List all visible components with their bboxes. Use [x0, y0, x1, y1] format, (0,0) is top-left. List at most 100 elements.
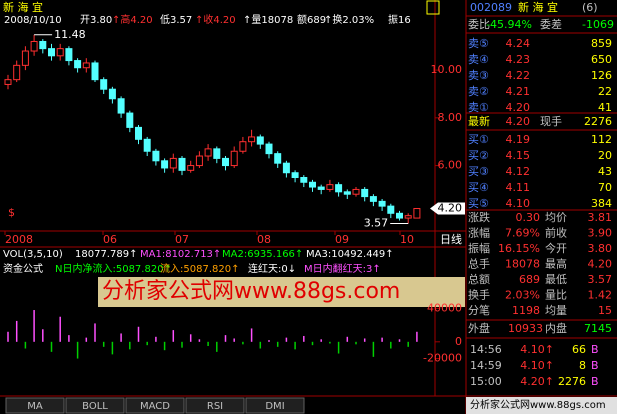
y-tick-label: 6.00	[438, 159, 463, 172]
candle-body	[291, 172, 299, 179]
quote-cell: 4.22	[506, 69, 531, 82]
x-tick-label: 08	[257, 233, 271, 246]
info-item: 额689	[297, 13, 326, 26]
volume-legend: 18077.789↑	[75, 249, 137, 260]
x-tick-label: 06	[103, 233, 117, 246]
quote-cell: 4.15	[506, 149, 531, 162]
candle-body	[335, 184, 343, 193]
tab-label[interactable]: BOLL	[82, 401, 108, 412]
info-item: ↑收4.20	[195, 13, 236, 26]
quote-cell: 384	[591, 197, 612, 210]
quote-cell: 2.03%	[505, 289, 540, 302]
quote-cell: 650	[591, 53, 612, 66]
tab[interactable]	[245, 397, 305, 414]
footer: 分析家公式网www.88gs.com	[470, 398, 606, 411]
y-tick-label: 10.00	[431, 63, 463, 76]
quote-cell: 均量	[545, 304, 567, 317]
quote-cell: 7145	[584, 322, 612, 335]
quote-cell: 买①	[468, 133, 489, 146]
tab[interactable]	[65, 397, 125, 414]
quote-cell: B	[591, 343, 599, 356]
candle-body	[117, 98, 125, 114]
quote-cell: 689	[519, 273, 540, 286]
quote-cell: 2276	[558, 375, 586, 388]
candle-body	[65, 48, 73, 62]
volume-legend: MA2:6935.166↑	[222, 249, 303, 260]
last-price-label: 4.20	[438, 202, 463, 215]
info-item: ↑量18078	[243, 14, 293, 26]
candle-body	[21, 50, 29, 66]
y-tick-label: 8.00	[438, 111, 463, 124]
quote-cell: 112	[591, 133, 612, 146]
quote-cell: 现手	[540, 114, 562, 128]
quote-cell: B	[591, 359, 599, 372]
quote-cell: 20	[598, 149, 612, 162]
candle-body	[230, 150, 238, 167]
quote-cell: 16.15%	[498, 242, 540, 255]
info-item: 低3.57	[160, 13, 192, 26]
quote-cell: 买④	[468, 181, 489, 194]
candle-body	[135, 126, 142, 140]
x-tick-label: 2008	[5, 233, 33, 246]
candle-body	[396, 212, 403, 219]
volume-legend: MA1:8102.713↑	[140, 249, 221, 260]
last-price-tag	[430, 202, 465, 215]
candle-body	[143, 138, 151, 152]
candle-body	[239, 141, 247, 152]
quote-cell: 22	[598, 85, 612, 98]
candle-body	[413, 208, 421, 219]
watermark: 分析家公式网www.88gs.com	[102, 279, 400, 304]
period-label: 日线	[440, 232, 462, 246]
quote-cell: 最低	[545, 273, 567, 286]
quote-cell: 外盘	[468, 321, 490, 335]
quote-cell: 0.30	[516, 211, 541, 224]
tab[interactable]	[125, 397, 185, 414]
candle-body	[82, 62, 90, 69]
info-item: 开3.80	[80, 15, 112, 26]
tab-label[interactable]: MACD	[140, 401, 170, 412]
quote-cell: 卖②	[468, 85, 489, 98]
quote-cell: 最高	[545, 257, 567, 271]
candle-body	[91, 62, 99, 81]
quote-cell: 前收	[545, 226, 567, 240]
quote-cell: 126	[591, 69, 612, 82]
candle-body	[352, 188, 360, 195]
quote-cell: 3.80	[588, 242, 613, 255]
quote-cell: 买③	[468, 165, 489, 178]
quote-cell: 4.20	[506, 101, 531, 114]
quote-cell: 4.24	[506, 37, 531, 50]
tab[interactable]	[5, 397, 65, 414]
quote-cell: 4.11	[506, 181, 531, 194]
info-item: 振16	[388, 13, 411, 26]
quote-cell: 分笔	[468, 303, 490, 317]
y-tick-label: 40000	[427, 301, 462, 314]
quote-cell: 换手	[468, 288, 490, 302]
candle-body	[282, 162, 290, 174]
volume-legend: VOL(3,5,10)	[3, 249, 63, 260]
tab-label[interactable]: RSI	[207, 401, 223, 412]
quote-cell: 10933	[508, 322, 543, 335]
tab-label[interactable]: MA	[27, 401, 43, 412]
quote-cell: 3.81	[588, 211, 613, 224]
quote-cell: 总手	[468, 257, 490, 271]
formula-legend: 流入:5087.820↑	[160, 262, 239, 275]
menu-icon[interactable]	[426, 0, 440, 15]
quote-cell: 41	[598, 101, 612, 114]
x-tick-label: 07	[175, 233, 189, 246]
candle-body	[256, 136, 264, 145]
stock-name: 新 海 宜	[3, 0, 43, 14]
tab-label[interactable]: DMI	[265, 401, 284, 412]
quote-cell: 4.10↑	[520, 359, 554, 372]
quote-cell: 3.90	[588, 227, 613, 240]
quote-cell: B	[591, 375, 599, 388]
quote-cell: 4.19	[506, 133, 531, 146]
tab[interactable]	[185, 397, 245, 414]
quote-cell: 4.10↑	[520, 343, 554, 356]
formula-legend: M日内翻红天:3↑	[304, 262, 381, 275]
candle-body	[152, 150, 160, 162]
quote-cell: 4.20	[506, 115, 531, 128]
candle-body	[300, 177, 308, 183]
candle-body	[187, 165, 195, 171]
low-label: 3.57	[364, 217, 389, 230]
